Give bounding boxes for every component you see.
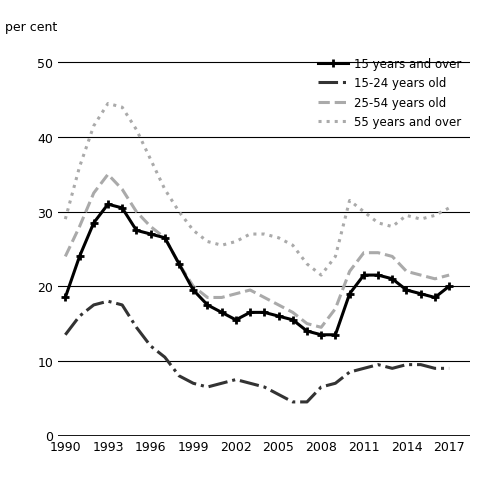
Text: per cent: per cent — [5, 21, 57, 34]
Legend: 15 years and over, 15-24 years old, 25-54 years old, 55 years and over: 15 years and over, 15-24 years old, 25-5… — [314, 54, 464, 133]
